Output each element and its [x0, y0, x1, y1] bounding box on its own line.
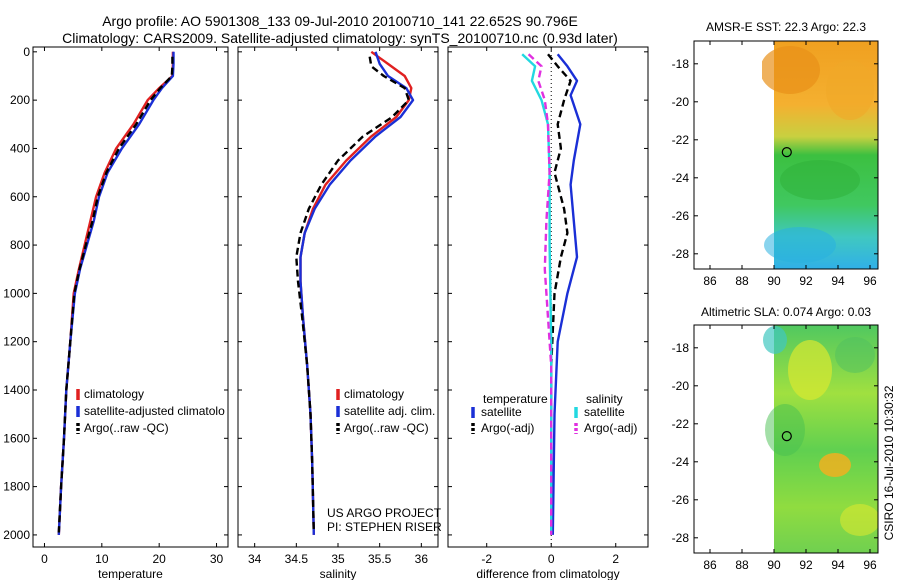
legend-label: Argo(-adj) [584, 421, 637, 435]
series-line [551, 53, 582, 535]
map-frame [693, 40, 879, 270]
x-tick-label: 2 [612, 552, 619, 566]
map-cell [826, 60, 874, 120]
x-axis-label: salinity [320, 567, 357, 580]
x-tick-label: 96 [863, 274, 877, 288]
annotation: PI: STEPHEN RISER [327, 520, 442, 534]
y-tick-label: -24 [672, 455, 690, 469]
side-timestamp: CSIRO 16-Jul-2010 10:30:32 [882, 385, 896, 540]
x-tick-label: 35 [331, 552, 345, 566]
x-tick-label: 88 [735, 558, 749, 572]
map-cell [763, 326, 787, 354]
y-tick-label: -22 [672, 417, 690, 431]
map-cell [819, 453, 851, 477]
legend-label: Argo(..raw -QC) [84, 421, 169, 435]
x-tick-label: 34 [248, 552, 262, 566]
x-tick-label: 36 [415, 552, 429, 566]
x-tick-label: -2 [481, 552, 492, 566]
x-tick-label: 94 [831, 558, 845, 572]
y-tick-label: 1600 [3, 431, 30, 445]
series-line [527, 53, 553, 535]
y-tick-label: -28 [672, 247, 690, 261]
series-line [547, 53, 572, 535]
map-cell [788, 340, 832, 400]
legend-label: satellite [481, 405, 522, 419]
x-axis-label: difference from climatology [476, 567, 619, 580]
x-tick-label: 0 [548, 552, 555, 566]
legend-title: temperature [483, 392, 548, 406]
x-tick-label: 20 [152, 552, 166, 566]
legend-label: Argo(-adj) [481, 421, 534, 435]
plot-area-salinity [237, 46, 439, 548]
series-line [57, 56, 174, 533]
x-tick-label: 92 [799, 558, 813, 572]
argo-location-marker [781, 431, 792, 442]
legend-label: climatology [84, 387, 144, 401]
y-tick-label: 1000 [3, 286, 30, 300]
x-tick-label: 30 [210, 552, 224, 566]
map-texture [763, 326, 878, 536]
y-tick-label: -26 [672, 493, 690, 507]
figure-title: Argo profile: AO 5901308_133 09-Jul-2010… [102, 13, 578, 29]
y-tick-label: 1800 [3, 480, 30, 494]
x-tick-label: 94 [831, 274, 845, 288]
figure-subtitle: Climatology: CARS2009. Satellite-adjuste… [62, 30, 618, 46]
y-tick-label: -20 [672, 379, 690, 393]
y-tick-label: 800 [10, 238, 30, 252]
y-tick-label: 2000 [3, 528, 30, 542]
y-tick-label: 0 [23, 45, 30, 59]
panel-salinity: 34 34.5 35 35.5 36 salinity climatology satelli… [237, 46, 442, 580]
map-cell [765, 404, 805, 456]
map-title: Altimetric SLA: 0.074 Argo: 0.03 [701, 305, 871, 319]
y-tick-label: 200 [10, 93, 30, 107]
legend-label: satellite-adjusted climatolo [84, 404, 225, 418]
y-tick-label: -26 [672, 209, 690, 223]
x-tick-label: 90 [767, 558, 781, 572]
x-tick-label: 96 [863, 558, 877, 572]
x-tick-label: 90 [767, 274, 781, 288]
panel-sla: Altimetric SLA: 0.074 Argo: 0.03 -18 -20 -2… [672, 305, 879, 572]
map-cell [840, 504, 878, 536]
map-frame [693, 324, 879, 554]
legend-label: satellite [584, 405, 625, 419]
panel-sst: AMSR-E SST: 22.3 Argo: 22.3 -18 -20 -22 -24 -… [672, 20, 879, 288]
argo-location-marker [781, 147, 792, 158]
x-tick-label: 86 [703, 558, 717, 572]
x-tick-label: 34.5 [285, 552, 309, 566]
x-tick-label: 0 [41, 552, 48, 566]
legend-label: Argo(..raw -QC) [344, 421, 429, 435]
map-cell [780, 160, 860, 200]
map-cell [835, 337, 875, 373]
y-tick-label: 1400 [3, 383, 30, 397]
panel-temperature: 0 200 400 600 800 1000 1200 1400 1600 1800 2000 0 10… [3, 45, 229, 580]
x-axis-label: temperature [98, 567, 163, 580]
y-tick-label: -18 [672, 57, 690, 71]
x-tick-label: 10 [95, 552, 109, 566]
legend-title: salinity [586, 392, 623, 406]
y-tick-label: 1200 [3, 335, 30, 349]
annotation: US ARGO PROJECT [327, 506, 442, 520]
map-cell [764, 227, 836, 263]
y-tick-label: -22 [672, 133, 690, 147]
x-tick-label: 88 [735, 274, 749, 288]
y-tick-label: 600 [10, 190, 30, 204]
x-tick-label: 92 [799, 274, 813, 288]
map-title: AMSR-E SST: 22.3 Argo: 22.3 [706, 20, 866, 34]
x-tick-label: 35.5 [368, 552, 392, 566]
legend-label: satellite adj. clim. [344, 404, 435, 418]
y-tick-label: -28 [672, 531, 690, 545]
map-texture [762, 46, 874, 263]
y-tick-label: -24 [672, 171, 690, 185]
y-tick-label: 400 [10, 141, 30, 155]
x-tick-label: 86 [703, 274, 717, 288]
map-cell [762, 46, 820, 94]
y-tick-label: -18 [672, 341, 690, 355]
y-tick-label: -20 [672, 95, 690, 109]
series-line [295, 56, 410, 533]
legend-label: climatology [344, 387, 404, 401]
